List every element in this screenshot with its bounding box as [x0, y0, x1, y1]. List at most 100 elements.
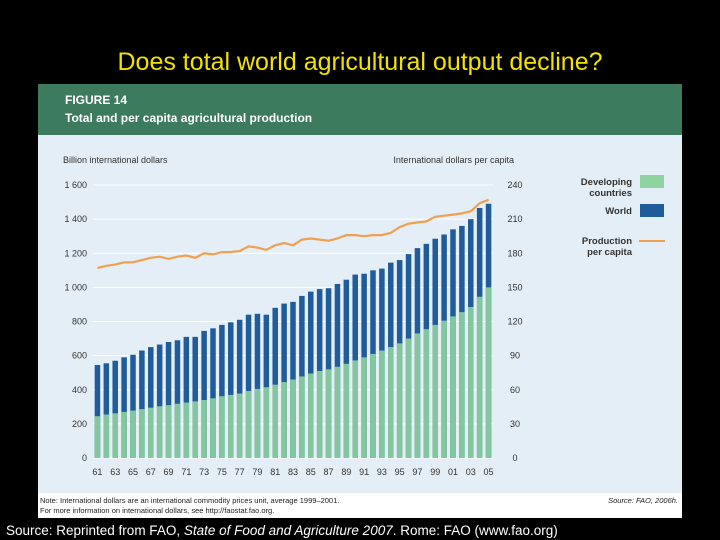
x-tick-label: 77 [235, 467, 245, 477]
x-tick-label: 87 [324, 467, 334, 477]
bar-developing [334, 366, 341, 458]
x-tick-label: 85 [306, 467, 316, 477]
x-tick-label: 65 [128, 467, 138, 477]
bar-developing [103, 414, 110, 458]
legend-world-swatch [640, 204, 664, 217]
bar-world [112, 360, 118, 458]
bar-world [130, 354, 136, 458]
x-tick-label: 83 [288, 467, 298, 477]
x-tick-label: 03 [466, 467, 476, 477]
x-tick-label: 75 [217, 467, 227, 477]
bar-world [263, 314, 270, 458]
bar-developing [192, 401, 198, 458]
x-tick-label: 97 [412, 467, 422, 477]
bar-developing [201, 399, 207, 458]
x-tick-label: 71 [181, 467, 191, 477]
legend-developing-label: countries [589, 188, 632, 199]
per-capita-line [97, 198, 489, 270]
figure-source: Source: FAO, 2006h. [608, 496, 678, 505]
bar-developing [121, 411, 127, 458]
bar-world [165, 341, 172, 458]
bar-developing [299, 376, 305, 458]
figure-note-line1: Note: International dollars are an inter… [40, 496, 340, 505]
bar-developing [210, 398, 216, 458]
bar-developing [396, 343, 403, 458]
bar-developing [476, 296, 483, 458]
bar-developing [183, 402, 190, 458]
y-right-tick-label: 90 [510, 351, 520, 361]
y-right-tick-label: 0 [512, 453, 517, 463]
figure-panel: FIGURE 14 Total and per capita agricultu… [38, 84, 682, 518]
figure-number: FIGURE 14 [65, 93, 128, 107]
y-left-tick-label: 800 [72, 317, 87, 327]
figure-caption: Total and per capita agricultural produc… [65, 111, 313, 125]
bar-developing [423, 329, 430, 458]
y-right-tick-label: 150 [507, 282, 522, 292]
legend-world-label: World [605, 206, 632, 217]
x-tick-label: 93 [377, 467, 387, 477]
bar-world [281, 303, 287, 458]
bar-developing [174, 403, 181, 458]
bar-developing [343, 363, 350, 458]
bar-developing [405, 338, 412, 458]
figure-note-line2: For more information on international do… [40, 506, 275, 515]
bar-developing [219, 396, 225, 458]
bar-developing [485, 287, 492, 458]
source-suffix: . Rome: FAO (www.fao.org) [392, 523, 558, 538]
x-tick-label: 01 [448, 467, 458, 477]
bars [94, 203, 492, 458]
bar-world [174, 340, 181, 458]
bar-world [201, 330, 207, 458]
per-capita-line-group [97, 198, 489, 270]
bar-developing [361, 357, 367, 458]
bar-developing [139, 409, 145, 458]
x-tick-label: 81 [270, 467, 280, 477]
slide-title: Does total world agricultural output dec… [117, 48, 603, 76]
bar-developing [468, 306, 474, 458]
bar-developing [165, 405, 172, 458]
y-left-tick-label: 1 400 [64, 214, 87, 224]
bar-world [228, 322, 234, 458]
bar-developing [370, 353, 376, 458]
x-tick-label: 69 [164, 467, 174, 477]
bar-developing [459, 312, 465, 458]
bar-world [103, 363, 110, 458]
y-right-tick-label: 30 [510, 419, 520, 429]
bar-world [245, 314, 252, 458]
bar-world [254, 313, 261, 458]
y-right-tick-label: 60 [510, 385, 520, 395]
bar-world [210, 328, 216, 458]
bar-developing [450, 316, 456, 458]
plot-background [38, 135, 682, 493]
bar-world [156, 344, 163, 458]
bar-developing [94, 416, 101, 458]
x-tick-label: 05 [484, 467, 494, 477]
legend-developing-swatch [640, 175, 664, 188]
bar-developing [325, 369, 332, 458]
bar-world [236, 319, 243, 458]
legend-per-capita-label: per capita [587, 247, 633, 258]
bar-developing [281, 382, 287, 458]
bar-developing [236, 393, 243, 458]
y-left-tick-label: 1 600 [64, 180, 87, 190]
x-tick-label: 99 [430, 467, 440, 477]
y-right-tick-label: 210 [507, 214, 522, 224]
legend-per-capita-label: Production [582, 236, 632, 247]
y-left-tick-label: 0 [82, 453, 87, 463]
bar-world [192, 336, 198, 458]
bar-developing [414, 333, 421, 458]
y-left-tick-label: 1 000 [64, 282, 87, 292]
x-tick-label: 91 [359, 467, 369, 477]
x-tick-label: 95 [395, 467, 405, 477]
bar-developing [316, 370, 323, 458]
legend-developing-label: Developing [581, 177, 632, 188]
figure-header: FIGURE 14 Total and per capita agricultu… [38, 84, 682, 135]
x-tick-label: 89 [341, 467, 351, 477]
x-tick-label: 67 [146, 467, 156, 477]
bar-developing [254, 388, 261, 458]
bar-world [139, 350, 145, 458]
bar-world [219, 324, 225, 458]
